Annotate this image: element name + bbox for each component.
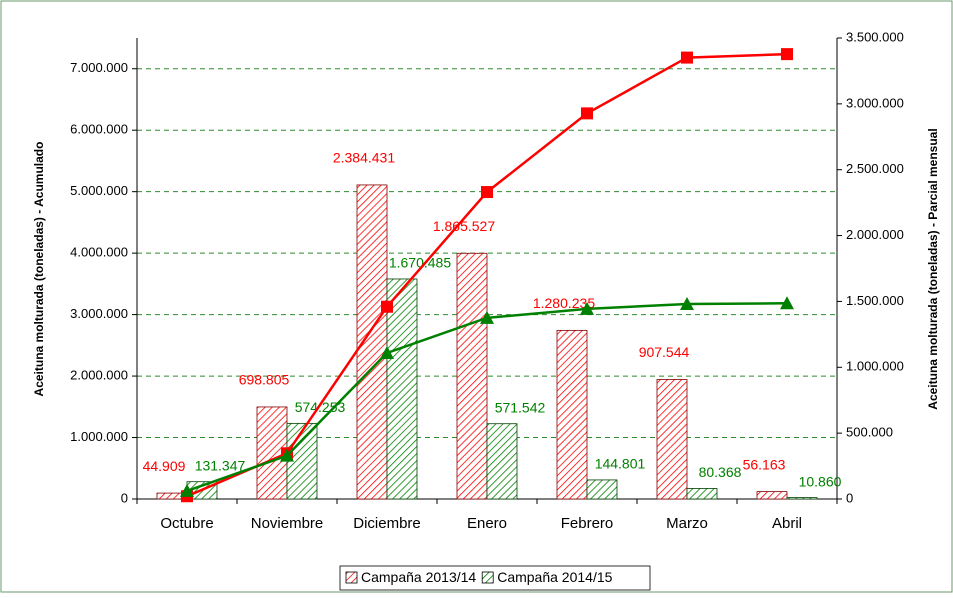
- y-tick-label: 6.000.000: [70, 122, 128, 137]
- y2-tick-label: 2.000.000: [846, 227, 904, 242]
- y2-tick-label: 1.500.000: [846, 293, 904, 308]
- bar: [656, 379, 688, 500]
- y-tick-label: 5.000.000: [70, 183, 128, 198]
- marker: [180, 483, 194, 497]
- y-tick-label: 0: [121, 490, 128, 505]
- bar: [586, 479, 618, 500]
- marker: [480, 310, 494, 324]
- marker: [681, 51, 693, 64]
- bar: [556, 329, 588, 500]
- bar: [456, 252, 488, 500]
- data-label: 571.542: [495, 399, 546, 415]
- x-tick-label: Enero: [467, 515, 507, 532]
- x-tick-label: Abril: [772, 515, 802, 532]
- y2-tick-label: 0: [846, 490, 853, 505]
- marker: [381, 300, 393, 313]
- legend-label: Campaña 2013/14: [361, 569, 476, 585]
- data-label: 44.909: [143, 458, 186, 474]
- y2-axis-label: Aceituna molturada (toneladas) - Parcial…: [926, 128, 940, 409]
- y-tick-label: 3.000.000: [70, 306, 128, 321]
- data-label: 2.384.431: [333, 150, 395, 166]
- bar: [486, 423, 518, 500]
- bar: [386, 278, 418, 500]
- y2-tick-label: 500.000: [846, 425, 893, 440]
- data-label: 1.670.485: [389, 255, 451, 271]
- data-label: 698.805: [239, 372, 290, 388]
- data-label: 574.253: [295, 399, 346, 415]
- bar: [686, 488, 718, 500]
- legend: [339, 565, 651, 591]
- legend-swatch: [345, 571, 358, 584]
- legend-label: Campaña 2014/15: [497, 569, 612, 585]
- data-label: 56.163: [743, 456, 786, 472]
- marker: [380, 345, 394, 359]
- y2-tick-label: 2.500.000: [846, 161, 904, 176]
- data-label: 144.801: [595, 456, 646, 472]
- marker: [780, 296, 794, 310]
- marker: [280, 448, 294, 462]
- marker: [481, 186, 493, 199]
- marker: [680, 296, 694, 310]
- x-tick-label: Diciembre: [353, 515, 421, 532]
- y-tick-label: 2.000.000: [70, 368, 128, 383]
- y-axis-label: Aceituna molturada (toneladas) - Acumula…: [32, 142, 46, 397]
- legend-swatch: [481, 571, 494, 584]
- x-tick-label: Octubre: [160, 515, 213, 532]
- y2-tick-label: 1.000.000: [846, 359, 904, 374]
- bar: [786, 497, 818, 500]
- x-tick-label: Febrero: [561, 515, 614, 532]
- y-tick-label: 4.000.000: [70, 245, 128, 260]
- bar: [756, 491, 788, 500]
- y2-tick-label: 3.500.000: [846, 29, 904, 44]
- data-label: 10.860: [799, 473, 842, 489]
- data-label: 907.544: [639, 344, 690, 360]
- data-label: 1.865.527: [433, 218, 495, 234]
- x-tick-label: Marzo: [666, 515, 708, 532]
- y-tick-label: 1.000.000: [70, 429, 128, 444]
- y2-tick-label: 3.000.000: [846, 95, 904, 110]
- data-label: 80.368: [699, 464, 742, 480]
- marker: [580, 301, 594, 315]
- marker: [781, 48, 793, 61]
- y-tick-label: 7.000.000: [70, 60, 128, 75]
- data-label: 1.280.235: [533, 295, 595, 311]
- marker: [581, 107, 593, 120]
- x-tick-label: Noviembre: [251, 515, 324, 532]
- data-label: 131.347: [195, 457, 246, 473]
